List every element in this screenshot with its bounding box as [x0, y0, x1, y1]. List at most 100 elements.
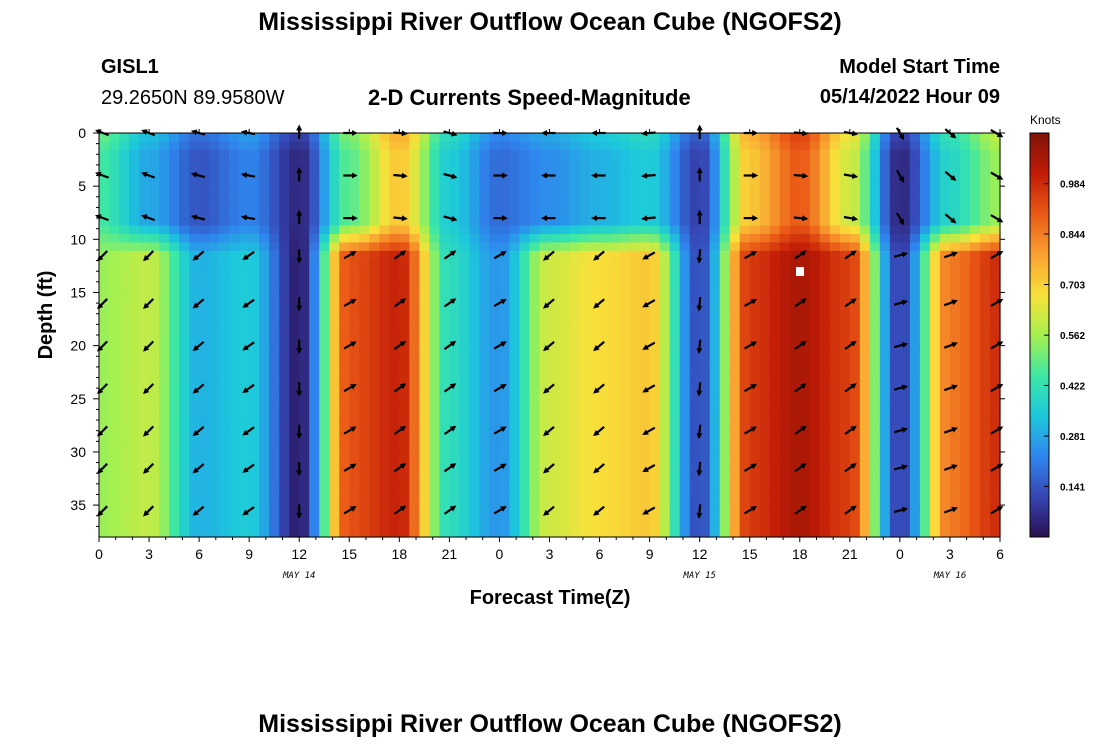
- heatmap-cell: [309, 377, 320, 387]
- heatmap-cell: [359, 469, 370, 479]
- heatmap-cell: [899, 494, 911, 504]
- heatmap-cell: [949, 486, 961, 496]
- heatmap-cell: [439, 166, 450, 176]
- heatmap-cell: [309, 461, 320, 471]
- heatmap-cell: [589, 494, 601, 504]
- heatmap-cell: [789, 335, 801, 345]
- heatmap-cell: [409, 250, 420, 260]
- heatmap-cell: [779, 402, 791, 412]
- heatmap-cell: [529, 133, 541, 143]
- heatmap-cell: [759, 343, 771, 353]
- heatmap-cell: [939, 461, 951, 471]
- heatmap-cell: [729, 410, 741, 420]
- heatmap-cell: [669, 486, 681, 496]
- heatmap-cell: [309, 301, 320, 311]
- heatmap-cell: [199, 419, 210, 429]
- heatmap-cell: [119, 393, 130, 403]
- heatmap-cell: [589, 351, 601, 361]
- heatmap-cell: [679, 276, 691, 286]
- heatmap-cell: [869, 133, 881, 143]
- heatmap-cell: [379, 267, 390, 277]
- heatmap-cell: [639, 318, 651, 328]
- heatmap-cell: [749, 368, 761, 378]
- heatmap-cell: [459, 343, 471, 353]
- heatmap-cell: [549, 276, 561, 286]
- heatmap-cell: [489, 133, 501, 143]
- heatmap-cell: [719, 343, 731, 353]
- heatmap-cell: [979, 191, 991, 201]
- heatmap-cell: [879, 393, 891, 403]
- heatmap-cell: [239, 309, 250, 319]
- heatmap-cell: [859, 419, 871, 429]
- heatmap-cell: [709, 149, 721, 159]
- heatmap-cell: [789, 351, 801, 361]
- heatmap-cell: [299, 402, 310, 412]
- heatmap-cell: [219, 368, 230, 378]
- heatmap-cell: [859, 478, 871, 488]
- heatmap-cell: [749, 436, 761, 446]
- heatmap-cell: [379, 309, 390, 319]
- colorbar-tick-label: 0.141: [1060, 482, 1085, 493]
- heatmap-cell: [959, 360, 971, 370]
- heatmap-cell: [949, 234, 961, 244]
- heatmap-cell: [889, 326, 901, 336]
- heatmap-cell: [849, 385, 861, 395]
- heatmap-cell: [759, 452, 771, 462]
- heatmap-cell: [349, 149, 360, 159]
- heatmap-cell: [989, 343, 1001, 353]
- heatmap-cell: [419, 250, 430, 260]
- heatmap-cell: [509, 326, 521, 336]
- heatmap-cell: [629, 183, 641, 193]
- heatmap-cell: [759, 191, 771, 201]
- heatmap-cell: [679, 528, 691, 538]
- heatmap-cell: [289, 292, 300, 302]
- heatmap-cell: [889, 234, 901, 244]
- heatmap-cell: [489, 520, 501, 530]
- heatmap-cell: [709, 503, 721, 513]
- heatmap-cell: [489, 469, 501, 479]
- heatmap-cell: [169, 410, 180, 420]
- heatmap-cell: [879, 267, 891, 277]
- current-arrow: [242, 383, 255, 394]
- current-arrow: [242, 298, 255, 308]
- heatmap-cell: [699, 511, 711, 521]
- heatmap-cell: [819, 149, 831, 159]
- heatmap-cell: [439, 326, 450, 336]
- heatmap-cell: [889, 284, 901, 294]
- current-arrow: [593, 425, 605, 437]
- heatmap-cell: [609, 419, 621, 429]
- heatmap-cell: [979, 276, 991, 286]
- heatmap-cell: [549, 377, 561, 387]
- heatmap-cell: [589, 191, 601, 201]
- heatmap-cell: [649, 301, 661, 311]
- heatmap-cell: [929, 141, 941, 151]
- heatmap-cell: [99, 301, 110, 311]
- heatmap-cell: [959, 335, 971, 345]
- heatmap-cell: [639, 377, 651, 387]
- heatmap-cell: [399, 301, 410, 311]
- heatmap-cell: [689, 486, 701, 496]
- heatmap-cell: [829, 250, 841, 260]
- heatmap-cell: [819, 301, 831, 311]
- heatmap-cell: [499, 225, 511, 235]
- heatmap-cell: [599, 478, 611, 488]
- heatmap-cell: [259, 377, 270, 387]
- heatmap-cell: [319, 292, 330, 302]
- heatmap-cell: [379, 326, 390, 336]
- heatmap-cell: [589, 276, 601, 286]
- heatmap-cell: [689, 528, 701, 538]
- heatmap-cell: [169, 166, 180, 176]
- heatmap-cell: [539, 149, 551, 159]
- heatmap-cell: [329, 335, 340, 345]
- heatmap-cell: [889, 276, 901, 286]
- heatmap-cell: [209, 301, 220, 311]
- heatmap-cell: [549, 486, 561, 496]
- heatmap-cell: [179, 183, 190, 193]
- heatmap-cell: [829, 183, 841, 193]
- heatmap-cell: [359, 419, 370, 429]
- heatmap-cell: [949, 326, 961, 336]
- heatmap-cell: [659, 343, 671, 353]
- heatmap-cell: [519, 225, 531, 235]
- heatmap-cell: [649, 520, 661, 530]
- heatmap-cell: [329, 284, 340, 294]
